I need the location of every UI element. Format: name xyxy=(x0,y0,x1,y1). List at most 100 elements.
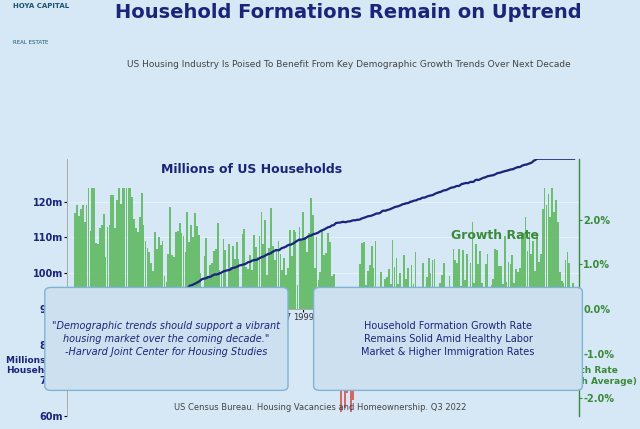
Bar xyxy=(243,229,245,309)
Bar xyxy=(227,292,228,309)
Bar xyxy=(122,188,124,309)
Bar xyxy=(419,301,420,309)
Bar xyxy=(464,281,466,309)
Bar xyxy=(297,285,298,309)
Bar xyxy=(551,188,553,309)
Bar xyxy=(335,309,337,331)
Bar xyxy=(515,269,517,309)
Bar xyxy=(268,248,270,309)
Bar xyxy=(118,188,120,309)
Bar xyxy=(97,245,99,309)
Bar xyxy=(76,205,78,309)
Bar xyxy=(447,291,449,309)
Bar xyxy=(371,245,372,309)
Bar xyxy=(396,257,397,309)
Bar xyxy=(340,309,342,412)
Bar xyxy=(213,251,215,309)
Bar xyxy=(308,233,310,309)
Bar xyxy=(145,241,147,309)
Bar xyxy=(399,273,401,309)
Bar xyxy=(133,219,135,309)
Bar xyxy=(376,299,378,309)
Bar xyxy=(92,188,93,309)
Bar xyxy=(527,251,529,309)
Bar xyxy=(306,252,308,309)
Bar xyxy=(172,255,173,309)
Bar xyxy=(177,231,179,309)
Bar xyxy=(550,217,551,309)
Bar xyxy=(239,287,241,309)
Bar xyxy=(259,236,260,309)
Bar xyxy=(534,272,536,309)
Bar xyxy=(124,188,125,309)
Bar xyxy=(180,233,182,309)
Bar xyxy=(405,279,407,309)
Bar xyxy=(168,254,169,309)
Bar xyxy=(129,188,131,309)
Bar xyxy=(200,273,202,309)
Bar xyxy=(443,263,445,309)
Bar xyxy=(452,248,454,309)
Bar xyxy=(531,254,532,309)
Bar xyxy=(223,239,224,309)
Bar xyxy=(107,227,108,309)
Bar xyxy=(301,239,302,309)
Bar xyxy=(570,300,572,309)
Bar xyxy=(166,282,167,309)
Bar xyxy=(170,207,171,309)
Bar xyxy=(284,258,285,309)
Bar xyxy=(409,290,410,309)
Text: "Demographic trends should support a vibrant
housing market over the coming deca: "Demographic trends should support a vib… xyxy=(52,321,280,357)
Bar xyxy=(544,188,545,309)
Bar xyxy=(184,252,186,309)
Bar xyxy=(413,284,414,309)
Bar xyxy=(394,267,396,309)
Text: REAL ESTATE: REAL ESTATE xyxy=(13,40,48,45)
Bar xyxy=(540,254,541,309)
Bar xyxy=(333,275,335,309)
Bar xyxy=(337,309,339,374)
Bar xyxy=(344,309,346,408)
Bar xyxy=(148,252,150,309)
Bar xyxy=(420,299,422,309)
Bar xyxy=(435,299,437,309)
Bar xyxy=(529,233,531,309)
Bar xyxy=(483,287,484,309)
Text: US Census Bureau. Housing Vacancies and Homeownership. Q3 2022: US Census Bureau. Housing Vacancies and … xyxy=(174,403,466,412)
Bar xyxy=(426,278,428,309)
Bar xyxy=(150,263,152,309)
Bar xyxy=(500,266,502,309)
Bar xyxy=(536,234,538,309)
Bar xyxy=(321,230,323,309)
Bar xyxy=(186,212,188,309)
Bar xyxy=(139,217,141,309)
Bar xyxy=(116,200,118,309)
Bar xyxy=(88,188,90,309)
Bar xyxy=(215,249,217,309)
Bar xyxy=(417,298,418,309)
Bar xyxy=(86,205,88,309)
Bar xyxy=(572,283,574,309)
Bar xyxy=(253,235,255,309)
Bar xyxy=(316,238,317,309)
Bar xyxy=(561,281,563,309)
Bar xyxy=(289,230,291,309)
Bar xyxy=(190,225,192,309)
Bar xyxy=(407,268,408,309)
Bar xyxy=(476,244,477,309)
Text: Household Formations Remain on Uptrend: Household Formations Remain on Uptrend xyxy=(115,3,582,22)
Bar xyxy=(352,309,353,400)
Bar xyxy=(230,267,232,309)
Bar xyxy=(291,256,292,309)
Text: Millions of
Households: Millions of Households xyxy=(6,356,66,375)
Bar xyxy=(532,241,534,309)
Bar xyxy=(160,245,161,309)
Bar xyxy=(312,215,314,309)
Bar xyxy=(251,270,253,309)
Bar xyxy=(302,212,304,309)
Bar xyxy=(506,282,508,309)
Bar xyxy=(498,266,500,309)
Bar xyxy=(272,246,274,309)
Bar xyxy=(487,254,488,309)
Bar xyxy=(367,271,369,309)
